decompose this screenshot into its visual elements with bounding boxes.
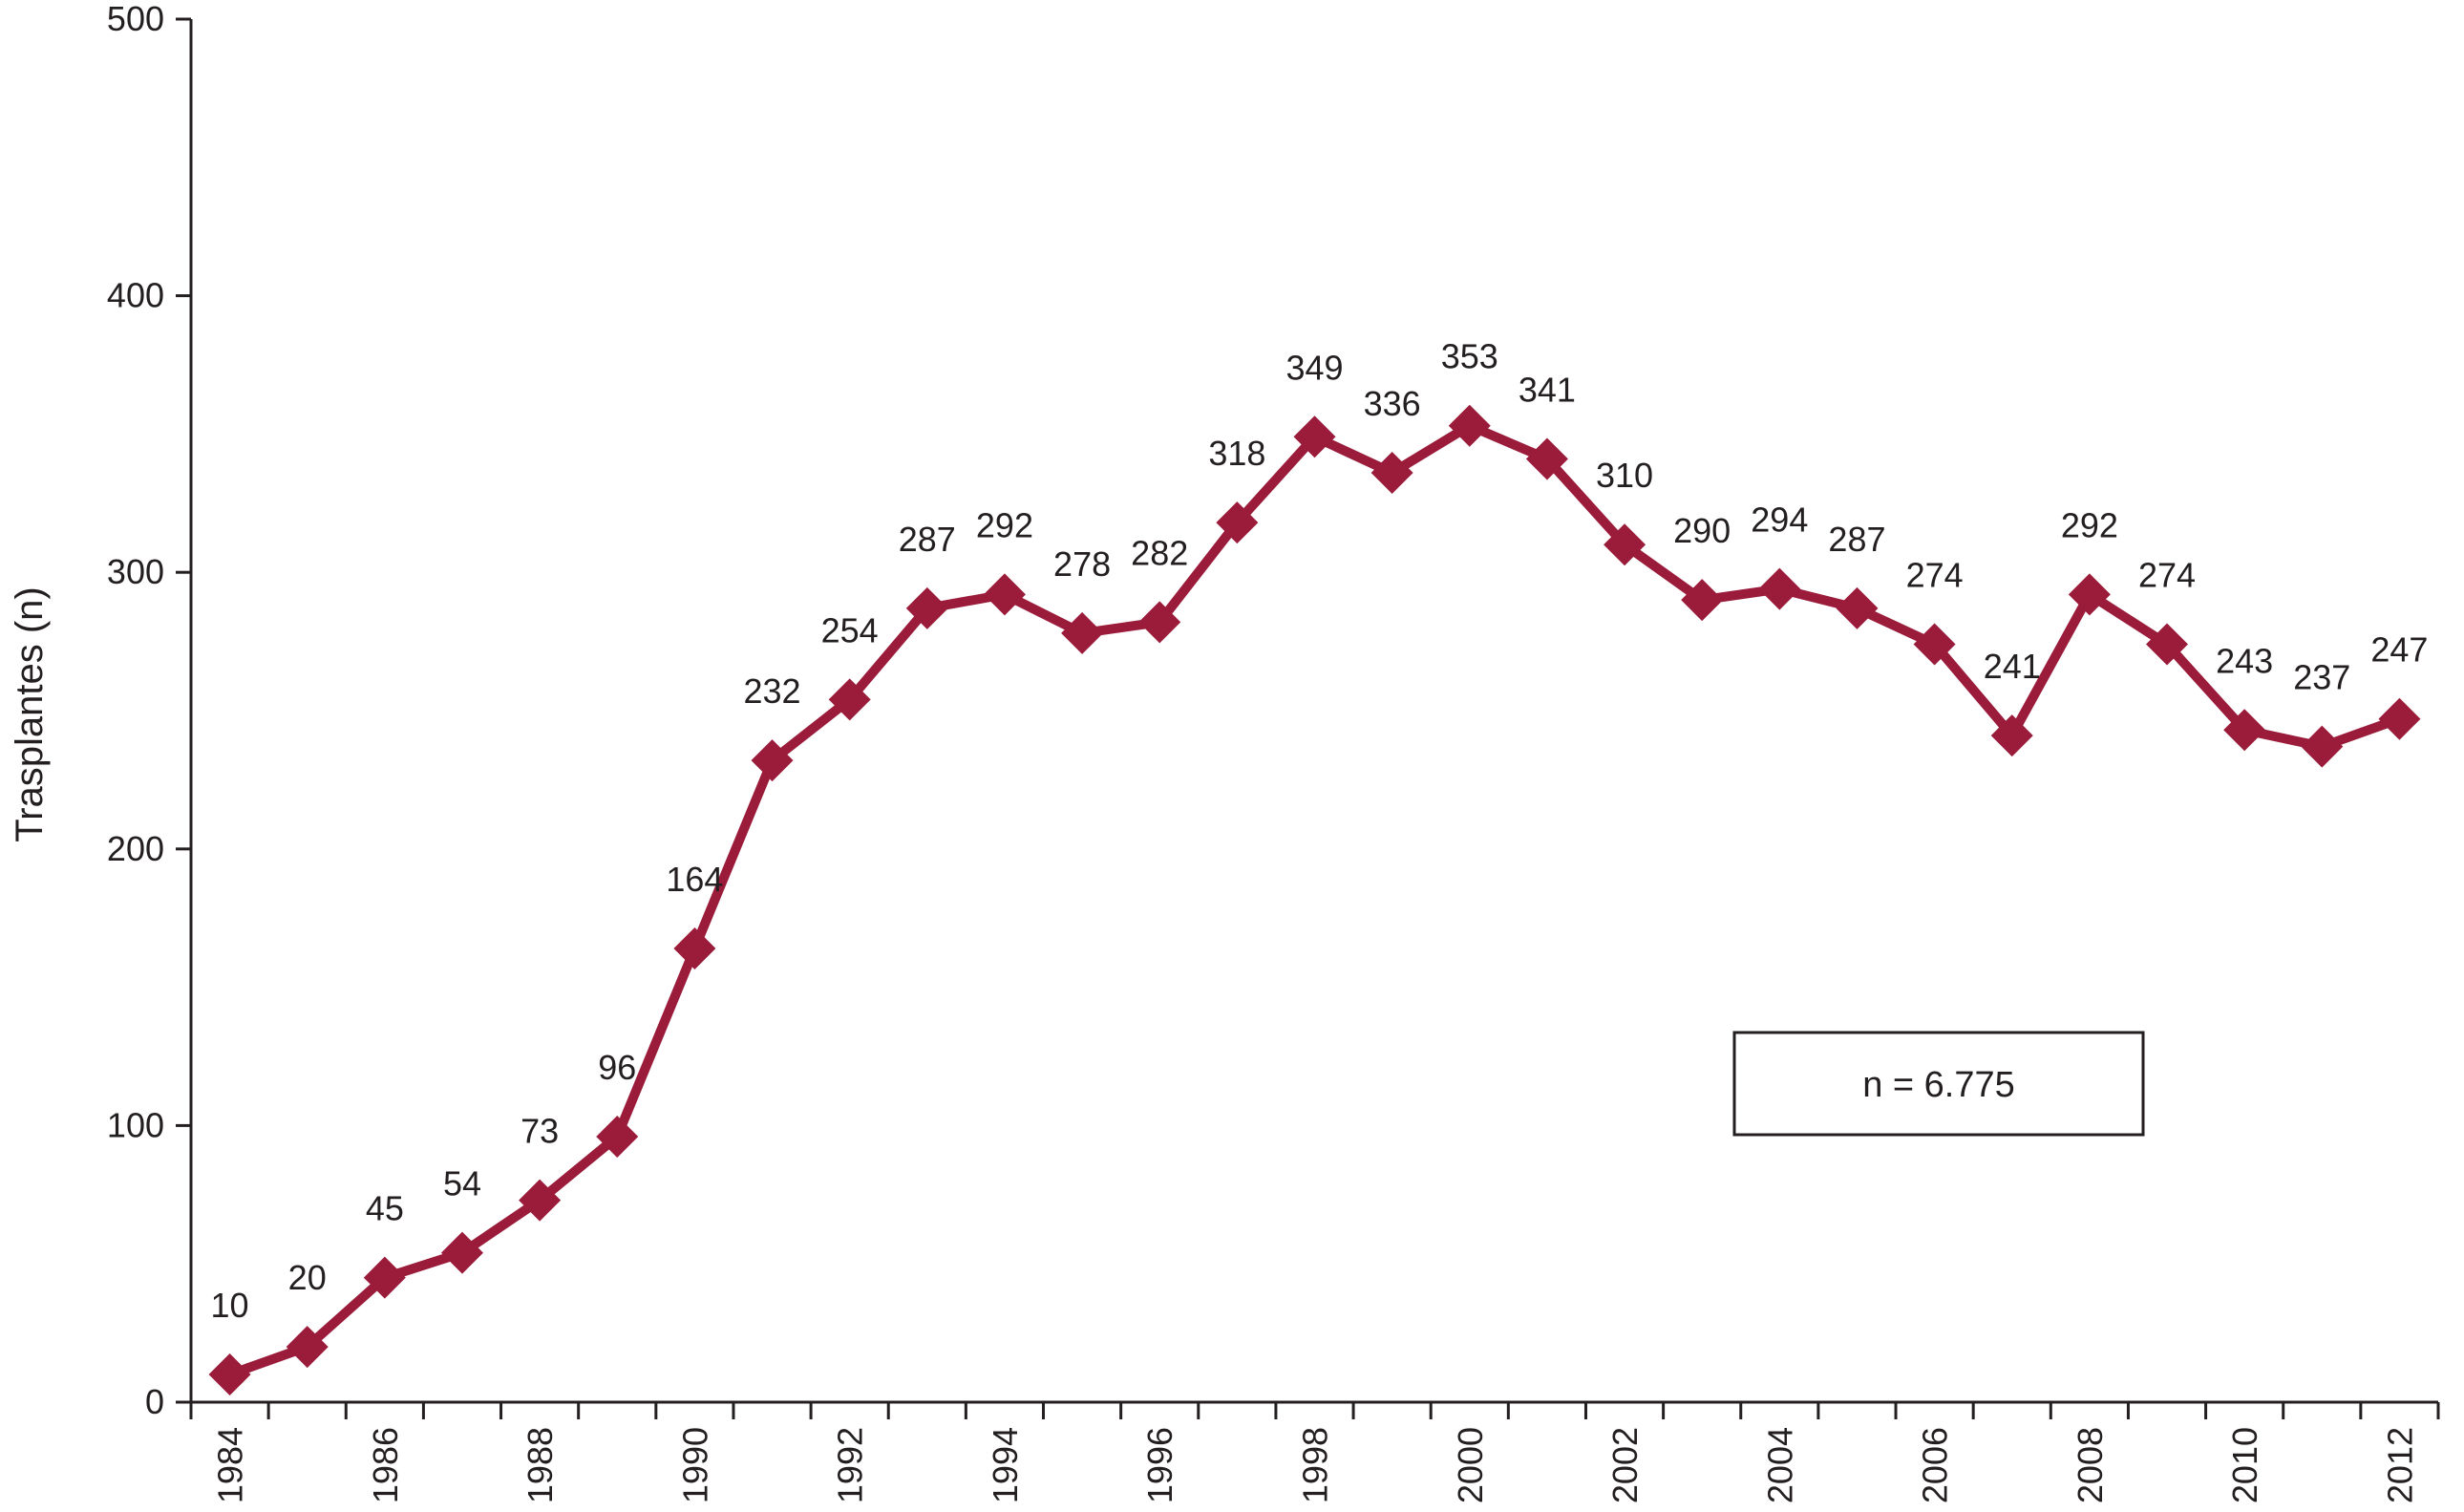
data-label: 73 xyxy=(520,1112,559,1151)
data-label: 10 xyxy=(211,1286,249,1325)
x-tick-label: 1986 xyxy=(366,1427,405,1503)
data-labels: 10 20 45 54 73 96 164 232 254 287 292 278 282 318 349 3… xyxy=(211,337,2429,1325)
series-line xyxy=(224,420,2405,1380)
y-tick-label: 500 xyxy=(107,0,164,38)
annotation-text: n = 6.775 xyxy=(1862,1065,2015,1105)
data-point xyxy=(1913,623,1956,666)
data-point xyxy=(1370,451,1413,494)
data-label: 336 xyxy=(1364,384,1421,423)
data-label: 292 xyxy=(976,505,1033,544)
y-axis-title: Trasplantes (n) xyxy=(9,586,51,842)
data-label: 274 xyxy=(2138,555,2196,594)
data-point xyxy=(596,1115,639,1158)
x-tick-label: 1996 xyxy=(1140,1427,1179,1503)
data-label: 287 xyxy=(899,520,956,559)
data-label: 278 xyxy=(1053,544,1111,584)
annotation-box: n = 6.775 xyxy=(1732,1031,2145,1137)
data-point xyxy=(828,678,871,721)
data-point xyxy=(519,1179,562,1222)
x-tick-label: 2008 xyxy=(2071,1427,2110,1503)
data-point xyxy=(983,573,1026,616)
data-label: 237 xyxy=(2293,658,2350,697)
data-point xyxy=(1293,415,1336,458)
y-tick-label: 0 xyxy=(145,1382,164,1421)
data-label: 232 xyxy=(743,671,800,711)
data-label: 310 xyxy=(1596,456,1653,495)
data-point xyxy=(751,739,794,782)
axes: 0 100 200 300 400 500 1984 1986 1988 1990 1992 1994… xyxy=(107,0,2440,1503)
x-tick-label: 1984 xyxy=(211,1427,250,1503)
data-label: 353 xyxy=(1441,337,1498,376)
data-point xyxy=(1525,437,1568,480)
data-label: 20 xyxy=(288,1258,327,1297)
data-label: 96 xyxy=(598,1048,636,1087)
data-label: 54 xyxy=(443,1164,481,1203)
data-point xyxy=(2223,709,2266,752)
y-tick-label: 200 xyxy=(107,829,164,868)
data-label: 247 xyxy=(2370,630,2428,670)
data-label: 294 xyxy=(1751,500,1808,540)
data-label: 282 xyxy=(1131,533,1188,572)
data-label: 290 xyxy=(1673,511,1731,550)
data-point xyxy=(673,927,716,970)
y-tick-label: 400 xyxy=(107,276,164,315)
x-tick-label: 2004 xyxy=(1760,1427,1799,1503)
data-label: 349 xyxy=(1285,348,1343,387)
data-point xyxy=(1604,523,1646,566)
data-point xyxy=(1061,611,1104,654)
y-tick-label: 100 xyxy=(107,1105,164,1144)
data-label: 292 xyxy=(2061,505,2118,544)
x-tick-label: 2000 xyxy=(1451,1427,1490,1503)
data-point xyxy=(1758,567,1801,610)
x-tick-label: 1988 xyxy=(520,1427,560,1503)
data-point xyxy=(905,586,948,629)
data-point xyxy=(440,1231,483,1274)
x-tick-label: 2006 xyxy=(1916,1427,1955,1503)
x-tick-label: 2010 xyxy=(2225,1427,2264,1503)
data-point xyxy=(208,1353,251,1396)
data-label: 287 xyxy=(1828,520,1885,559)
data-label: 274 xyxy=(1906,555,1964,594)
x-tick-label: 2002 xyxy=(1605,1427,1645,1503)
data-point xyxy=(363,1256,406,1299)
data-point xyxy=(286,1326,329,1369)
data-point xyxy=(1448,404,1491,447)
data-label: 254 xyxy=(821,610,879,650)
y-tick-label: 300 xyxy=(107,552,164,591)
x-tick-label: 2012 xyxy=(2380,1427,2419,1503)
x-tick-label: 1998 xyxy=(1296,1427,1335,1503)
data-point xyxy=(2378,697,2421,740)
data-point xyxy=(1216,501,1259,544)
data-label: 45 xyxy=(366,1189,404,1228)
data-point xyxy=(1990,714,2033,757)
data-point xyxy=(2301,725,2344,768)
annotation-frame xyxy=(1732,1031,2145,1137)
x-tick-label: 1994 xyxy=(986,1427,1025,1503)
x-tick-label: 1990 xyxy=(675,1427,714,1503)
data-point xyxy=(2146,623,2189,666)
data-point xyxy=(1138,601,1181,644)
data-label: 241 xyxy=(1984,647,2041,686)
x-tick-label: 1992 xyxy=(831,1427,870,1503)
series-layer xyxy=(208,404,2421,1396)
data-label: 341 xyxy=(1519,370,1576,409)
data-label: 243 xyxy=(2216,641,2273,680)
data-point xyxy=(2068,573,2111,616)
data-label: 164 xyxy=(666,860,723,899)
data-point xyxy=(1836,586,1879,629)
data-label: 318 xyxy=(1208,434,1265,473)
data-point xyxy=(1681,579,1724,622)
